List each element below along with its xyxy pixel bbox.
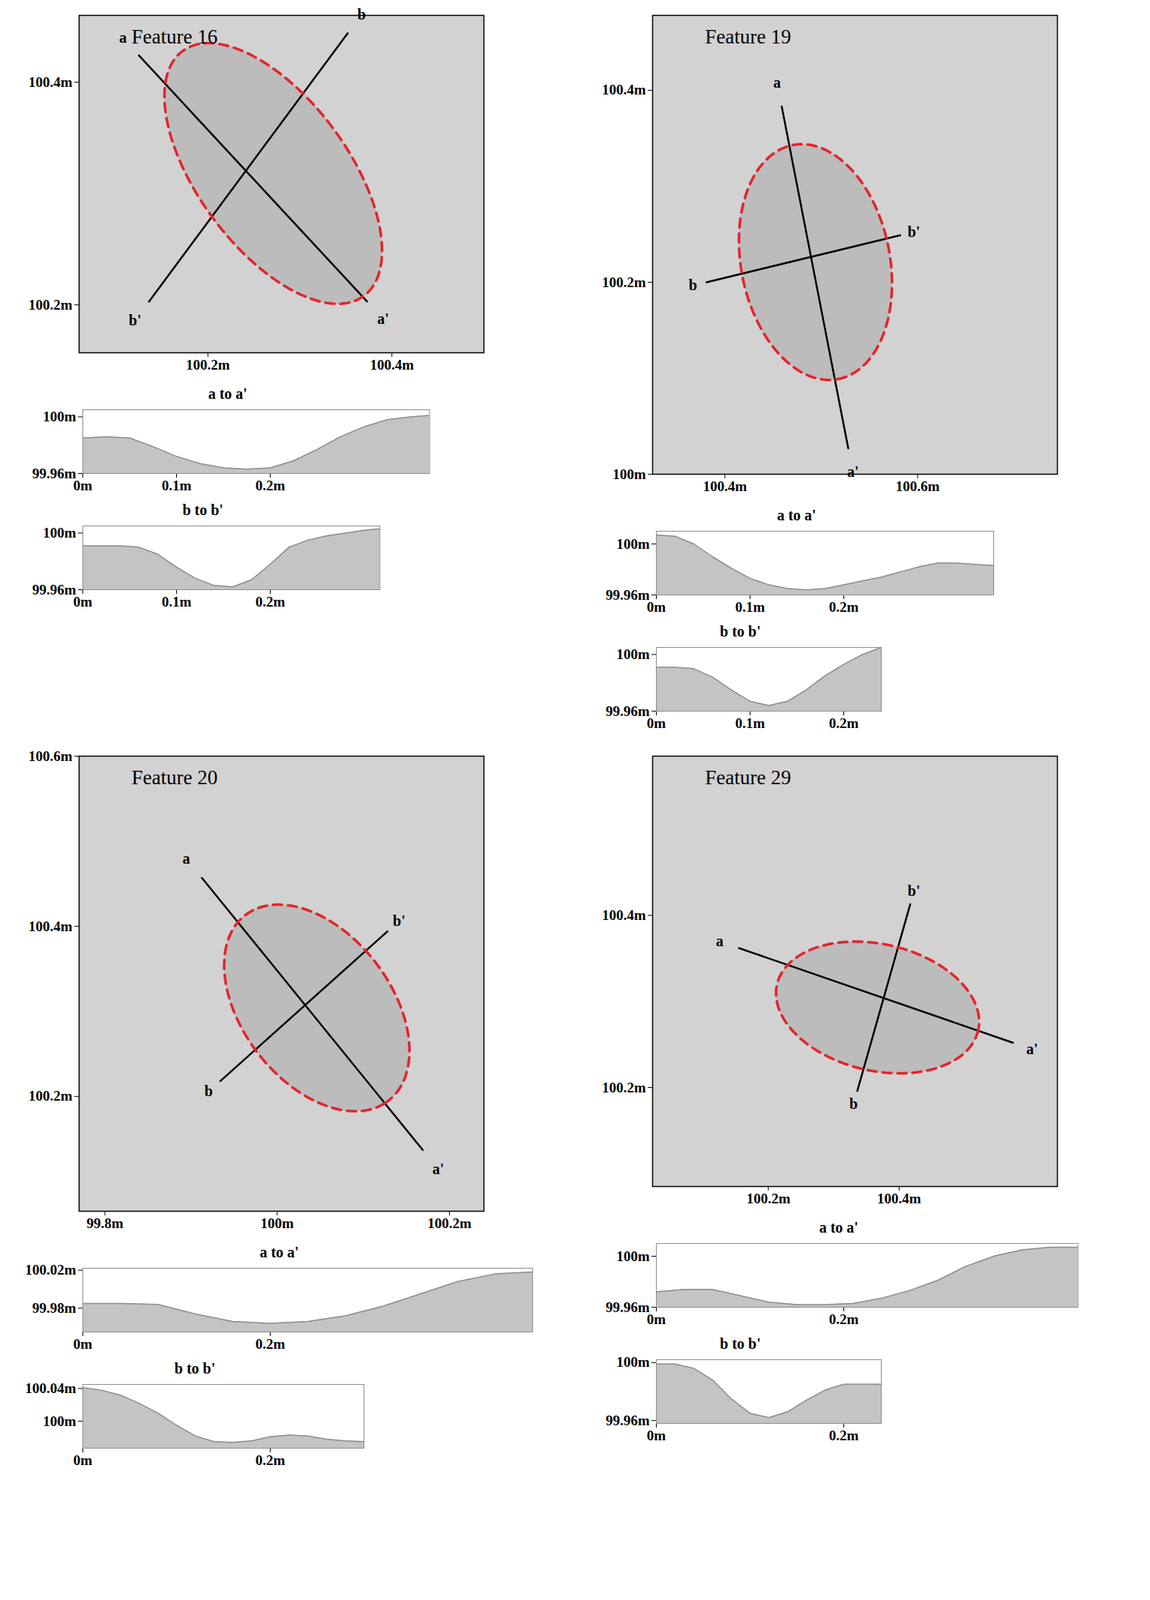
svg-text:0.1m: 0.1m <box>161 477 192 494</box>
svg-text:a': a' <box>432 1160 445 1177</box>
svg-text:100m: 100m <box>612 466 647 483</box>
html-text:b to b': b to b' <box>182 501 224 519</box>
svg-text:Feature 20: Feature 20 <box>131 766 219 789</box>
svg-text:100.4m: 100.4m <box>28 74 73 90</box>
svg-text:100.2m: 100.2m <box>185 356 231 373</box>
svg-text:0.2m: 0.2m <box>829 1311 860 1327</box>
svg-text:0.2m: 0.2m <box>829 1427 860 1444</box>
html-text:b to b': b to b' <box>719 1335 761 1352</box>
svg-text:99.98m: 99.98m <box>32 1299 77 1316</box>
html-text:a to a': a to a' <box>819 1218 859 1236</box>
svg-text:99.96m: 99.96m <box>32 581 77 598</box>
svg-text:99.96m: 99.96m <box>605 586 650 603</box>
svg-text:b: b <box>688 276 698 294</box>
svg-text:100m: 100m <box>42 524 77 541</box>
svg-text:100.4m: 100.4m <box>601 907 647 923</box>
html-text:a to a': a to a' <box>776 506 817 524</box>
svg-text:99.96m: 99.96m <box>32 465 77 482</box>
svg-text:99.8m: 99.8m <box>86 1215 123 1231</box>
svg-text:100.2m: 100.2m <box>28 1087 73 1104</box>
svg-text:100m: 100m <box>260 1215 295 1231</box>
svg-text:0m: 0m <box>73 1452 93 1468</box>
svg-text:b: b <box>849 1095 858 1112</box>
svg-text:a': a' <box>847 463 860 480</box>
svg-text:Feature 29: Feature 29 <box>705 766 792 789</box>
svg-text:a: a <box>773 74 782 91</box>
svg-text:100.6m: 100.6m <box>895 478 941 495</box>
svg-text:0.2m: 0.2m <box>829 598 860 615</box>
svg-text:100m: 100m <box>616 646 650 662</box>
svg-text:100.2m: 100.2m <box>601 1079 647 1096</box>
svg-text:b': b' <box>907 882 921 899</box>
html-text:b to b': b to b' <box>719 622 761 640</box>
svg-text:b': b' <box>128 311 142 329</box>
svg-text:100.4m: 100.4m <box>703 478 748 495</box>
svg-text:0m: 0m <box>73 477 93 494</box>
svg-text:Feature 16: Feature 16 <box>131 25 219 48</box>
svg-text:0m: 0m <box>646 1427 667 1444</box>
svg-text:99.96m: 99.96m <box>605 1299 650 1315</box>
svg-text:0.1m: 0.1m <box>161 593 192 610</box>
svg-text:0m: 0m <box>646 598 667 615</box>
svg-text:b: b <box>357 5 366 23</box>
svg-text:0.1m: 0.1m <box>735 715 766 731</box>
svg-text:100.2m: 100.2m <box>427 1215 472 1231</box>
svg-text:0.1m: 0.1m <box>735 598 766 615</box>
svg-text:100m: 100m <box>42 1413 77 1429</box>
svg-text:b': b' <box>392 912 406 929</box>
svg-text:0.2m: 0.2m <box>255 593 286 610</box>
svg-text:0.2m: 0.2m <box>255 1335 286 1352</box>
svg-text:100.2m: 100.2m <box>601 274 647 291</box>
svg-text:a: a <box>119 29 127 46</box>
svg-text:a': a' <box>377 310 390 327</box>
svg-text:99.96m: 99.96m <box>605 703 650 719</box>
svg-text:100.4m: 100.4m <box>601 81 647 98</box>
svg-text:99.96m: 99.96m <box>605 1412 650 1429</box>
svg-text:0.2m: 0.2m <box>829 715 860 731</box>
svg-text:100.6m: 100.6m <box>28 748 73 764</box>
svg-text:0.2m: 0.2m <box>255 477 286 494</box>
svg-text:100m: 100m <box>616 1248 650 1264</box>
svg-text:100.04m: 100.04m <box>24 1380 76 1396</box>
svg-text:100.4m: 100.4m <box>877 1190 922 1207</box>
svg-text:0m: 0m <box>646 715 667 731</box>
svg-text:a': a' <box>1026 1040 1039 1058</box>
svg-text:0m: 0m <box>73 593 93 610</box>
html-text:a to a': a to a' <box>259 1243 299 1261</box>
svg-text:b': b' <box>907 223 921 240</box>
svg-text:0m: 0m <box>73 1335 93 1352</box>
svg-text:100.2m: 100.2m <box>28 296 73 313</box>
html-text:a to a': a to a' <box>208 385 248 402</box>
svg-text:100m: 100m <box>616 1353 650 1370</box>
svg-text:100.02m: 100.02m <box>24 1261 76 1278</box>
svg-text:0m: 0m <box>646 1311 667 1327</box>
svg-text:Feature 19: Feature 19 <box>705 25 792 48</box>
svg-text:100m: 100m <box>616 536 650 552</box>
svg-text:0.2m: 0.2m <box>255 1452 286 1468</box>
svg-text:a: a <box>182 850 191 867</box>
svg-text:100.4m: 100.4m <box>28 917 73 934</box>
svg-text:a: a <box>715 932 724 950</box>
svg-text:100m: 100m <box>42 408 77 425</box>
svg-text:100.4m: 100.4m <box>369 356 414 373</box>
svg-text:100.2m: 100.2m <box>746 1190 791 1207</box>
svg-text:b: b <box>204 1082 213 1100</box>
html-text:b to b': b to b' <box>174 1359 216 1377</box>
